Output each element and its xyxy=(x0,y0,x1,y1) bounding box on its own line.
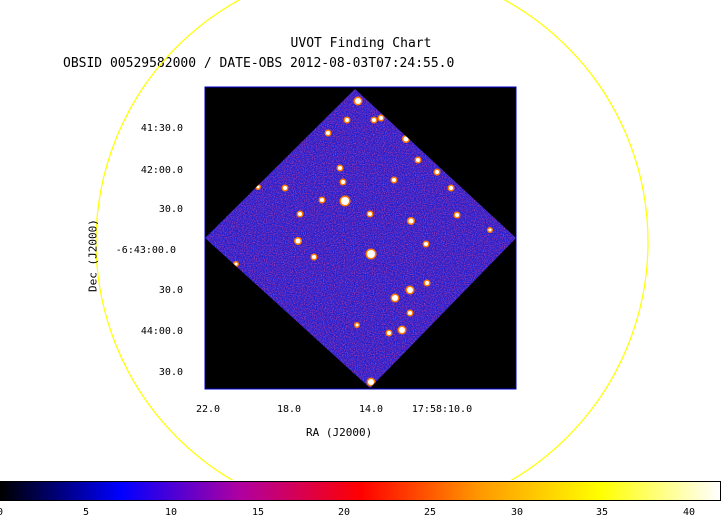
dec-tick-label: 44:00.0 xyxy=(140,326,183,337)
colorbar-tick: 40 xyxy=(682,507,696,518)
star-core xyxy=(326,131,330,135)
colorbar-tick: 30 xyxy=(510,507,524,518)
star-core xyxy=(234,262,238,266)
ra-tick-label: 18.0 xyxy=(276,404,302,415)
dec-tick-label: 42:00.0 xyxy=(140,165,183,176)
star-core xyxy=(408,218,414,224)
dec-tick-label: -6:43:00.0 xyxy=(115,245,176,256)
star-sources xyxy=(233,96,493,387)
star-core xyxy=(283,186,287,190)
star-core xyxy=(372,118,376,122)
colorbar-tick: 35 xyxy=(595,507,609,518)
fov-circle xyxy=(95,0,649,480)
finding-chart xyxy=(95,0,649,480)
colorbar-tick: 5 xyxy=(82,507,90,518)
star-core xyxy=(320,198,324,202)
star-core xyxy=(368,212,372,216)
star-core xyxy=(408,311,412,315)
colorbar-tick: 15 xyxy=(251,507,265,518)
star-core xyxy=(341,197,349,205)
chart-subtitle: OBSID 00529582000 / DATE-OBS 2012-08-03T… xyxy=(63,56,455,71)
star-core xyxy=(379,116,383,120)
ra-tick-label: 14.0 xyxy=(358,404,384,415)
star-core xyxy=(488,228,492,232)
star-core xyxy=(355,98,361,104)
star-core xyxy=(341,180,345,184)
star-core xyxy=(345,118,349,122)
star-core xyxy=(367,250,375,258)
dec-tick-label: 30.0 xyxy=(158,367,183,378)
star-core xyxy=(387,331,391,335)
colorbar-tick: 10 xyxy=(164,507,178,518)
star-core xyxy=(399,327,405,333)
dec-tick-label: 30.0 xyxy=(158,204,183,215)
ra-tick-label: 22.0 xyxy=(195,404,221,415)
x-axis-label: RA (J2000) xyxy=(306,426,373,439)
star-core xyxy=(338,166,342,170)
star-core xyxy=(392,295,398,301)
star-core xyxy=(392,178,396,182)
colorbar-tick: 20 xyxy=(337,507,351,518)
dec-tick-label: 41:30.0 xyxy=(140,123,183,134)
star-core xyxy=(298,212,302,216)
star-core xyxy=(449,186,453,190)
star-core xyxy=(295,238,301,244)
ra-tick-label: 17:58:10.0 xyxy=(411,404,473,415)
star-core xyxy=(403,136,409,142)
colorbar xyxy=(0,481,721,501)
star-core xyxy=(407,287,413,293)
chart-title: UVOT Finding Chart xyxy=(290,36,432,51)
star-core xyxy=(424,242,428,246)
y-axis-label: Dec (J2000) xyxy=(86,219,100,292)
star-core xyxy=(256,185,260,189)
star-core xyxy=(425,281,429,285)
star-core xyxy=(355,323,359,327)
star-core xyxy=(416,158,420,162)
star-core xyxy=(312,255,316,259)
image-border xyxy=(204,86,517,390)
colorbar-tick: 0 xyxy=(0,508,15,518)
colorbar-tick: 25 xyxy=(423,507,437,518)
dec-tick-label: 30.0 xyxy=(158,285,183,296)
star-core xyxy=(455,213,459,217)
star-core xyxy=(368,379,374,385)
star-core xyxy=(435,170,439,174)
